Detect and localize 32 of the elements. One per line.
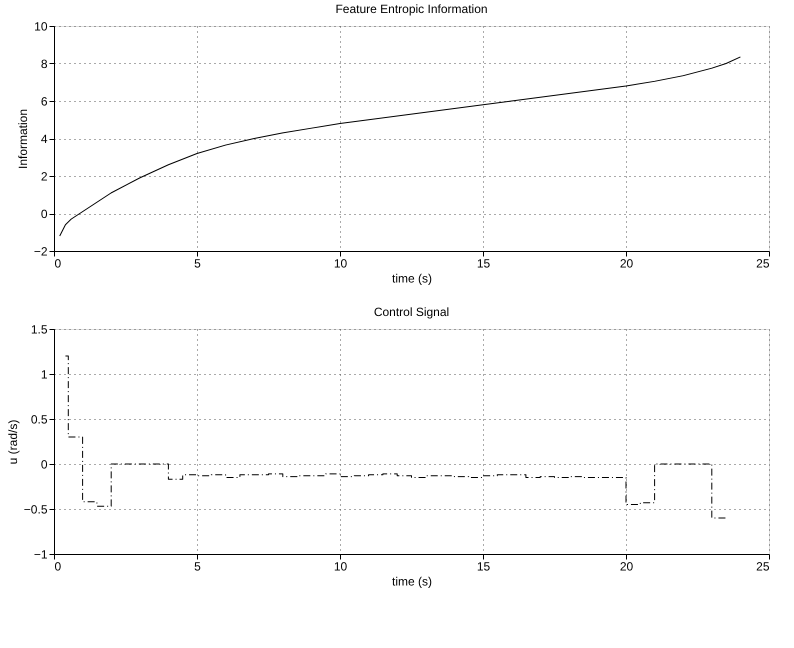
y-tick-label: 1.5 bbox=[30, 322, 48, 336]
chart-title: Feature Entropic Information bbox=[335, 2, 488, 16]
x-tick-label: 25 bbox=[756, 256, 770, 270]
y-tick-label: 4 bbox=[40, 132, 48, 146]
x-tick-label: 15 bbox=[476, 560, 490, 574]
y-tick-label: 0.5 bbox=[30, 412, 48, 426]
y-tick-label: 8 bbox=[40, 57, 48, 71]
x-tick-label: 20 bbox=[620, 256, 634, 270]
y-tick-label: 0 bbox=[40, 458, 48, 472]
x-tick-label: 0 bbox=[54, 560, 62, 574]
x-tick-label: 10 bbox=[334, 256, 348, 270]
y-tick-label: 10 bbox=[34, 20, 48, 34]
y-tick-label: −0.5 bbox=[24, 502, 48, 516]
x-tick-label: 15 bbox=[476, 256, 490, 270]
y-axis-title: u (rad/s) bbox=[6, 420, 20, 464]
chart-title: Control Signal bbox=[374, 305, 450, 319]
x-tick-label: 0 bbox=[54, 256, 62, 270]
x-tick-label: 25 bbox=[756, 560, 770, 574]
x-tick-label: 5 bbox=[194, 256, 202, 270]
x-axis-title: time (s) bbox=[392, 272, 432, 286]
line-series bbox=[59, 56, 741, 236]
y-tick-label: 0 bbox=[40, 207, 48, 221]
y-tick-label: 2 bbox=[40, 170, 48, 184]
y-tick-label: 1 bbox=[40, 368, 48, 382]
x-tick-label: 20 bbox=[620, 560, 634, 574]
x-tick-label: 10 bbox=[334, 560, 348, 574]
y-tick-label: −1 bbox=[34, 548, 48, 562]
y-tick-label: −2 bbox=[34, 244, 48, 258]
x-axis-title: time (s) bbox=[392, 574, 432, 588]
x-tick-label: 5 bbox=[194, 560, 202, 574]
y-tick-label: 6 bbox=[40, 94, 48, 108]
y-axis-title: Information bbox=[16, 108, 30, 170]
